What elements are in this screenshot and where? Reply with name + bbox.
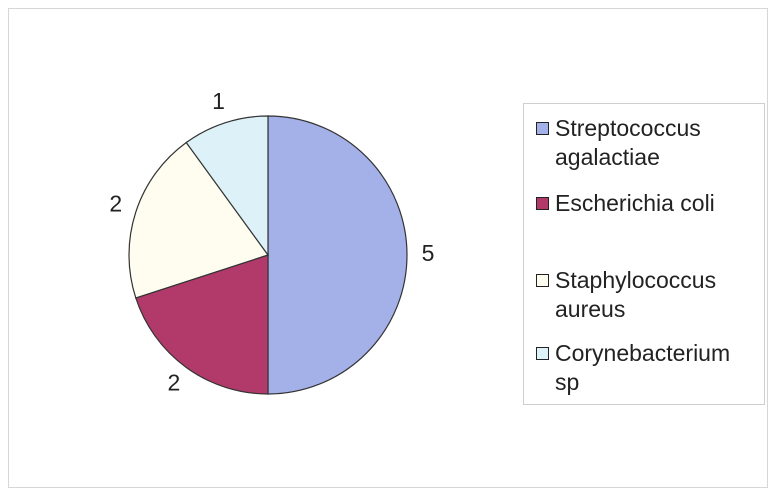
legend-item-streptococcus-agalactiae: Streptococcus agalactiae bbox=[536, 114, 760, 172]
data-label: 1 bbox=[212, 88, 225, 114]
legend-swatch bbox=[536, 274, 549, 287]
legend-label: Staphylococcus aureus bbox=[555, 267, 717, 322]
pie-slice-streptococcus-agalactiae bbox=[267, 115, 408, 395]
legend-item-escherichia-coli: Escherichia coli bbox=[536, 189, 760, 218]
pie-slice-staphylococcus-aureus bbox=[128, 141, 269, 299]
data-label: 5 bbox=[422, 240, 435, 266]
data-label: 2 bbox=[168, 370, 181, 396]
legend-swatch bbox=[536, 122, 549, 135]
data-label: 2 bbox=[109, 191, 122, 217]
legend-swatch bbox=[536, 197, 549, 210]
chart-legend: Streptococcus agalactiae Escherichia col… bbox=[523, 103, 765, 405]
legend-item-staphylococcus-aureus: Staphylococcus aureus bbox=[536, 266, 760, 324]
legend-item-corynebacterium-sp: Corynebacterium sp bbox=[536, 339, 760, 397]
legend-label: Streptococcus agalactiae bbox=[555, 115, 701, 170]
pie-slice-corynebacterium-sp bbox=[185, 115, 269, 257]
legend-label: Corynebacterium sp bbox=[555, 340, 731, 395]
legend-label: Escherichia coli bbox=[555, 190, 715, 216]
pie-slice-escherichia-coli bbox=[135, 254, 269, 395]
legend-swatch bbox=[536, 347, 549, 360]
